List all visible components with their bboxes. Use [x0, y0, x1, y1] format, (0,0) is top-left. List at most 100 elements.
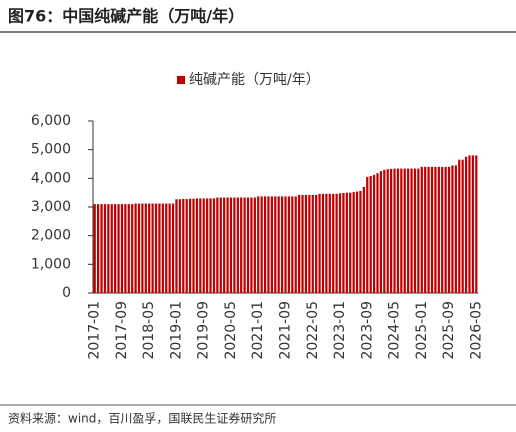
bar [430, 166, 434, 293]
bar [131, 204, 134, 293]
bar [325, 193, 328, 293]
bar [206, 198, 209, 293]
bar [229, 197, 233, 293]
bar [362, 186, 365, 293]
bar [447, 166, 451, 293]
bar [424, 166, 427, 293]
bar [332, 193, 335, 293]
bar [359, 190, 362, 293]
bar [444, 166, 447, 293]
y-tick-label: 5,000 [31, 142, 71, 158]
bar [253, 197, 256, 293]
bar [407, 168, 410, 293]
bar [182, 198, 185, 293]
bar [413, 168, 417, 293]
x-tick-label: 2021-01 [250, 301, 266, 360]
bar [158, 203, 161, 293]
bar [240, 197, 243, 293]
bar [301, 194, 304, 293]
bar [165, 203, 168, 293]
bar [277, 196, 280, 293]
bar [454, 165, 457, 293]
bar [236, 197, 239, 293]
bar [372, 174, 376, 293]
bar [100, 204, 103, 293]
bar [417, 168, 420, 293]
x-tick-label: 2022-05 [305, 301, 321, 360]
bar [298, 194, 301, 293]
bar [178, 199, 182, 293]
x-tick-label: 2017-09 [114, 301, 130, 360]
bar [195, 198, 199, 293]
bar [117, 204, 120, 293]
bar [226, 197, 229, 293]
bar [257, 196, 260, 293]
legend-label: 纯碱产能（万吨/年） [189, 72, 320, 88]
bar [188, 198, 192, 293]
bar [274, 196, 277, 293]
bar [379, 171, 383, 293]
x-tick-label: 2025-01 [414, 301, 430, 360]
bar [192, 198, 195, 293]
bar [263, 196, 267, 293]
bar [161, 203, 164, 293]
bar [393, 168, 396, 293]
bar [304, 194, 308, 293]
y-tick-label: 3,000 [31, 199, 71, 215]
y-tick-label: 6,000 [31, 113, 71, 129]
bar [389, 168, 393, 293]
bar [464, 156, 468, 293]
x-tick-label: 2020-05 [223, 301, 239, 360]
bar [110, 204, 113, 293]
x-tick-label: 2023-01 [332, 301, 348, 360]
bar [355, 191, 359, 293]
bar [342, 192, 345, 293]
bar [250, 197, 253, 293]
bar [441, 166, 444, 293]
bar [311, 194, 314, 293]
bar [114, 204, 117, 293]
bar [345, 192, 348, 293]
bar [202, 198, 205, 293]
bar [471, 155, 475, 293]
bar [171, 203, 175, 293]
bar [475, 155, 478, 293]
bar [267, 196, 270, 293]
bar [437, 166, 440, 293]
bar [212, 198, 216, 293]
bar [209, 198, 212, 293]
bar [458, 159, 461, 293]
bar [291, 196, 294, 293]
bar [107, 204, 110, 293]
bar [349, 192, 352, 293]
bar [127, 204, 130, 293]
bar [103, 204, 107, 293]
bar [223, 197, 226, 293]
y-tick-label: 4,000 [31, 170, 71, 186]
bar [321, 193, 325, 293]
bar [120, 204, 124, 293]
bar [148, 203, 151, 293]
bar [400, 168, 403, 293]
bar [246, 197, 250, 293]
bar [151, 203, 154, 293]
source: 资料来源：wind，百川盈孚，国联民生证券研究所 [8, 411, 276, 426]
bar [410, 168, 413, 293]
bar [294, 196, 297, 293]
bar [233, 197, 236, 293]
bar [308, 194, 311, 293]
bar [141, 203, 144, 293]
bar [175, 199, 178, 293]
x-tick-label: 2025-09 [441, 301, 457, 360]
y-tick-label: 0 [62, 285, 71, 301]
bar [335, 193, 338, 293]
y-tick-label: 1,000 [31, 256, 71, 272]
bar [134, 203, 137, 293]
chart-title: 图76：中国纯碱产能（万吨/年） [8, 7, 244, 26]
legend-swatch [177, 76, 185, 84]
bar [386, 169, 389, 293]
bar [403, 168, 406, 293]
bar [369, 176, 372, 293]
bar [154, 203, 158, 293]
